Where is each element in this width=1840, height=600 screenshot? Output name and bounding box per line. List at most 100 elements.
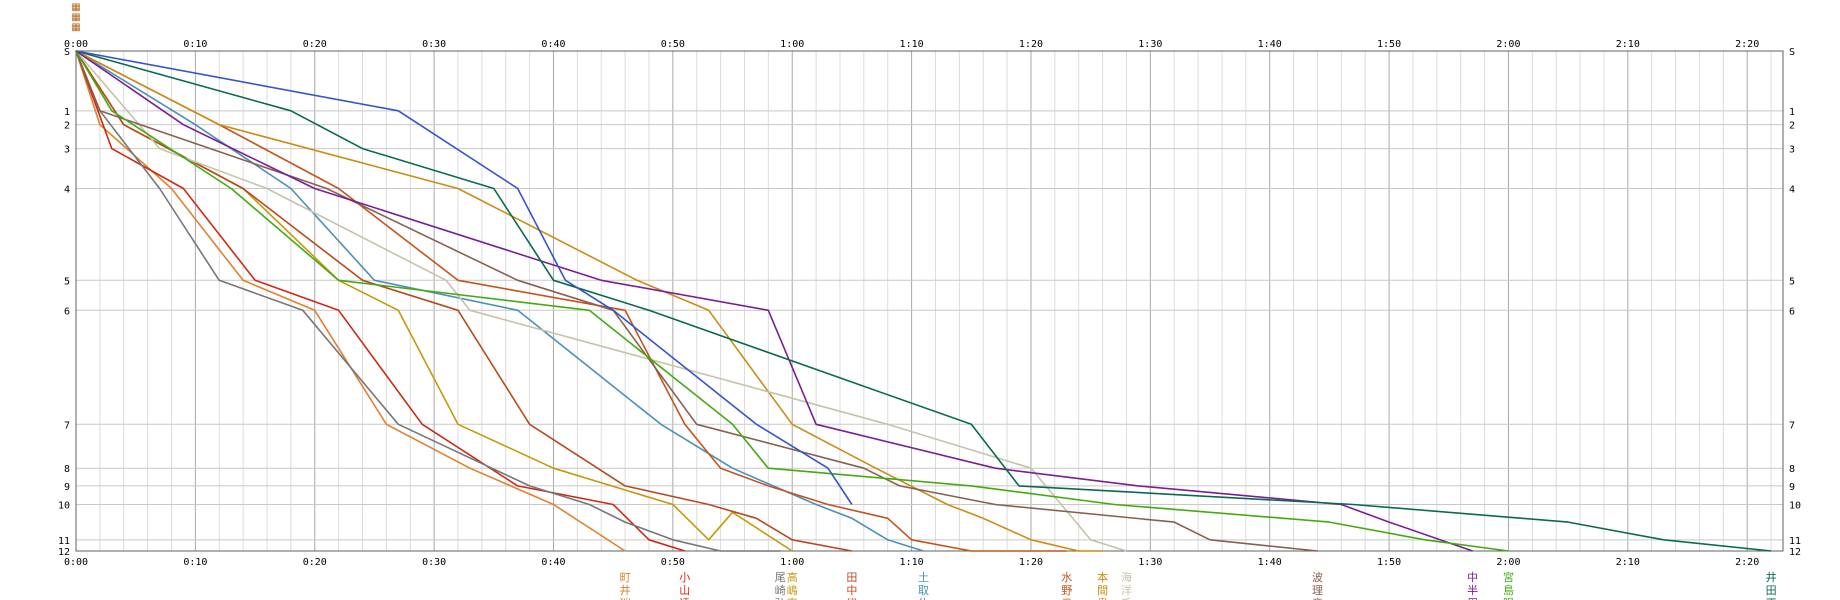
y-tick-label: 2 [64, 121, 70, 132]
x-tick-labels-top: 0:00 0:10 0:20 0:30 0:40 0:50 1:00 1:10 1:20 1:30… [64, 39, 1759, 50]
x-tick-label: 2:00 [1496, 557, 1520, 568]
y-tick-label: S [1789, 47, 1795, 58]
runner-name-char: 弘 [775, 597, 786, 600]
y-tick-label: 6 [1789, 306, 1795, 317]
runner-name-char: 土 [918, 571, 929, 584]
series-line [75, 50, 1772, 552]
y-tick-label: 2 [1789, 121, 1795, 132]
runner-name-char: 尾 [775, 571, 786, 584]
runner-name-char: 小 [679, 571, 690, 584]
runner-name-char: 竜 [1312, 596, 1323, 600]
x-tick-label: 0:40 [541, 39, 565, 50]
y-tick-label: 6 [64, 306, 70, 317]
y-tick-label: 12 [58, 547, 70, 558]
corner-mark: ▦ [71, 12, 80, 23]
x-tick-label: 1:30 [1138, 39, 1162, 50]
runner-name-char: 宮 [1503, 570, 1514, 584]
y-tick-label: 7 [1789, 420, 1795, 431]
y-tick-label: S [64, 47, 70, 58]
y-tick-label: 4 [64, 185, 70, 196]
runner-name-char: 水 [1061, 571, 1072, 584]
series-line [75, 50, 924, 552]
x-tick-label: 0:00 [64, 39, 88, 50]
y-tick-label: 5 [64, 276, 70, 287]
runner-name-char: 中 [1467, 571, 1478, 584]
x-tick-label: 0:20 [303, 39, 327, 50]
y-tick-label: 3 [64, 145, 70, 156]
series-line [75, 50, 853, 552]
x-tick-label: 0:30 [422, 39, 446, 50]
runner-name-char: 野 [1061, 584, 1072, 597]
runner-name-char: 本 [1097, 570, 1108, 584]
x-tick-label: 0:00 [64, 557, 88, 568]
runner-name-char: 洋 [1121, 583, 1132, 597]
runner-name-char: 総 [846, 596, 857, 600]
x-tick-label: 2:20 [1735, 557, 1759, 568]
runner-name-char: 中 [846, 584, 857, 597]
series-line [75, 50, 626, 552]
grid-major [76, 51, 1783, 551]
y-tick-label: 10 [1789, 501, 1801, 512]
x-tick-label: 0:10 [183, 557, 207, 568]
series-line [75, 50, 1127, 552]
y-tick-label: 8 [1789, 464, 1795, 475]
y-tick-label: 1 [64, 107, 70, 118]
runner-name-char: 嶋 [787, 583, 798, 597]
x-tick-label: 1:40 [1258, 39, 1282, 50]
runner-name-char: 取 [918, 584, 929, 597]
runner-name-char: 周 [1467, 597, 1478, 600]
x-tick-label: 0:40 [541, 557, 565, 568]
runner-name-char: 貴 [1097, 596, 1108, 600]
runner-name-char: 波 [1312, 571, 1323, 584]
runner-name-char: 直 [787, 596, 798, 600]
runner-name-char: 田 [1766, 584, 1777, 597]
y-tick-label: 3 [1789, 145, 1795, 156]
series-lines [75, 50, 1772, 552]
runner-name-char: 陽 [1503, 597, 1514, 600]
runner-name-char: 瑞 [620, 596, 631, 600]
x-tick-label: 1:10 [900, 39, 924, 50]
runner-name-char: 井 [620, 583, 631, 597]
x-tick-label: 2:10 [1616, 39, 1640, 50]
runner-names: 町井瑞小山達尾崎弘高嶋直田中総土取佑水野元本間貴海洋千波理竜中半周宮島陽井田正 [620, 570, 1777, 600]
series-line [75, 50, 686, 552]
series-line [75, 50, 1103, 552]
x-tick-label: 1:30 [1138, 557, 1162, 568]
y-tick-label: 5 [1789, 276, 1795, 287]
corner-mark: ▦ [71, 22, 80, 33]
runner-name-char: 達 [679, 597, 690, 600]
x-tick-label: 1:00 [780, 39, 804, 50]
runner-name-char: 崎 [775, 583, 786, 597]
runner-name-char: 海 [1121, 570, 1132, 584]
plot-frame [75, 50, 1784, 552]
x-tick-label: 1:20 [1019, 557, 1043, 568]
y-tick-label: 8 [64, 464, 70, 475]
series-line [75, 50, 1473, 552]
y-tick-label: 12 [1789, 547, 1801, 558]
x-tick-label: 0:30 [422, 557, 446, 568]
x-tick-label: 0:20 [303, 557, 327, 568]
y-tick-label: 1 [1789, 107, 1795, 118]
x-tick-label: 1:00 [780, 557, 804, 568]
x-tick-label: 0:50 [661, 557, 685, 568]
series-line [75, 50, 781, 552]
x-tick-label: 2:10 [1616, 557, 1640, 568]
y-tick-label: 9 [1789, 482, 1795, 493]
series-line [75, 50, 853, 505]
series-line [75, 50, 1509, 552]
runner-name-char: 元 [1061, 597, 1072, 600]
runner-name-char: 千 [1121, 597, 1132, 600]
x-tick-labels-bottom: 0:00 0:10 0:20 0:30 0:40 0:50 1:00 1:10 1:20 1:30… [64, 557, 1759, 568]
x-tick-label: 1:50 [1377, 557, 1401, 568]
runner-name-char: 佑 [918, 596, 929, 600]
runner-name-char: 町 [620, 571, 631, 584]
y-tick-label: 11 [1789, 536, 1801, 547]
corner-marks: ▦▦▦ [71, 2, 80, 33]
y-tick-label: 4 [1789, 185, 1795, 196]
runner-name-char: 山 [679, 584, 690, 597]
runner-name-char: 半 [1467, 583, 1478, 597]
y-tick-label: 11 [58, 536, 70, 547]
